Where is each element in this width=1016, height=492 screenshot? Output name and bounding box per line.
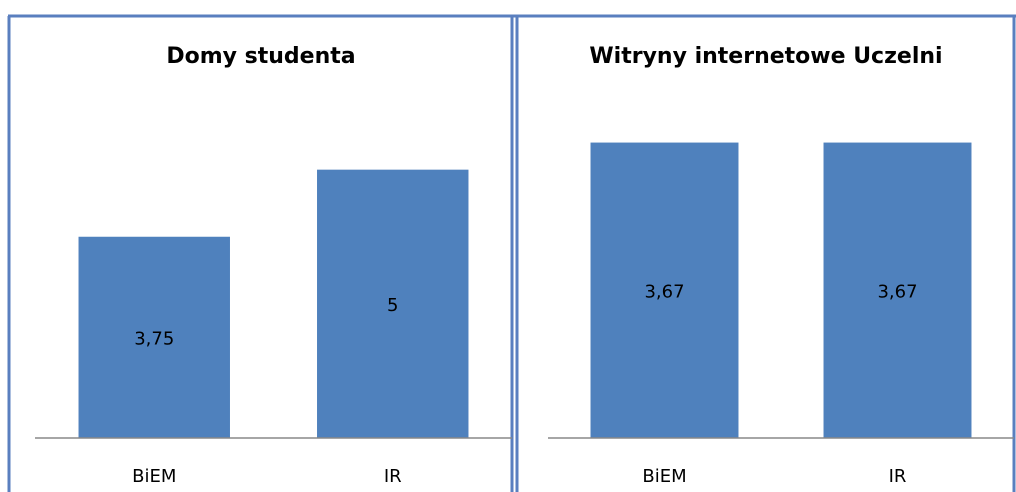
x-tick-label: IR	[889, 466, 907, 487]
value-label: 3,75	[134, 328, 174, 349]
bar	[317, 169, 469, 438]
bar	[823, 142, 972, 438]
chart-title: Witryny internetowe Uczelni	[589, 44, 942, 69]
bar	[78, 236, 230, 438]
value-label: 3,67	[644, 281, 684, 302]
chart-title: Domy studenta	[166, 44, 355, 69]
value-label: 3,67	[877, 281, 917, 302]
value-label: 5	[387, 295, 398, 316]
x-tick-label: BiEM	[642, 466, 686, 487]
bar	[590, 142, 739, 438]
x-tick-label: IR	[384, 466, 402, 487]
x-tick-label: BiEM	[132, 466, 176, 487]
